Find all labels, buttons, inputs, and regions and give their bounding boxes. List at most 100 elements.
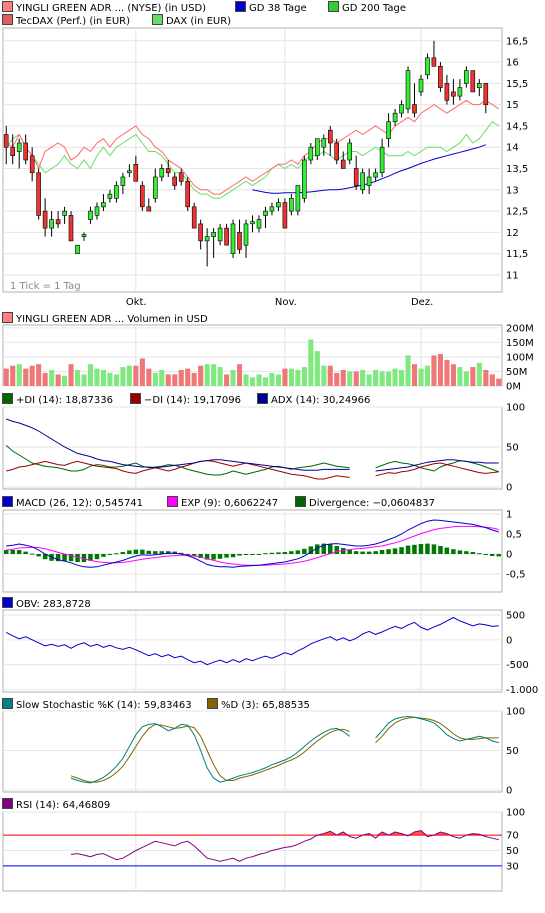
rsi-panel: 100 70 50 30 bbox=[2, 808, 525, 892]
macd-line bbox=[6, 519, 499, 568]
volume-bar bbox=[347, 371, 353, 386]
candle bbox=[133, 155, 139, 182]
volume-bar bbox=[88, 364, 94, 386]
candle bbox=[114, 181, 119, 203]
divergence-bar bbox=[140, 549, 145, 554]
candle bbox=[463, 66, 469, 88]
candle-body bbox=[463, 70, 469, 84]
dmi-series-line bbox=[6, 460, 350, 480]
volume-bar bbox=[444, 359, 450, 386]
divergence-bar bbox=[185, 554, 190, 555]
y-tick-label: 200M bbox=[506, 323, 534, 334]
y-tick-label: 500 bbox=[506, 610, 525, 621]
volume-bar bbox=[250, 377, 256, 386]
volume-bar bbox=[107, 372, 113, 386]
candle bbox=[153, 168, 158, 203]
candle-body bbox=[211, 232, 216, 237]
y-tick-label: -0,5 bbox=[506, 570, 526, 581]
candle bbox=[289, 194, 294, 216]
stoch-k-line bbox=[70, 723, 350, 784]
legend-label: OBV: 283,8728 bbox=[16, 599, 91, 610]
volume-bar bbox=[314, 351, 320, 386]
candle-body bbox=[308, 146, 314, 161]
candle-body bbox=[327, 129, 333, 144]
candle bbox=[10, 134, 15, 165]
y-tick-label: -500 bbox=[506, 660, 529, 671]
legend-label: DAX (in EUR) bbox=[166, 16, 232, 27]
volume-bar bbox=[23, 368, 29, 386]
divergence-bar bbox=[282, 552, 288, 554]
volume-bar bbox=[68, 364, 74, 386]
candle bbox=[250, 215, 255, 233]
candle bbox=[172, 172, 177, 190]
divergence-bar bbox=[366, 551, 372, 554]
candle-body bbox=[470, 70, 476, 93]
volume-bar bbox=[217, 367, 223, 386]
divergence-bar bbox=[438, 546, 443, 554]
volume-bar bbox=[463, 371, 469, 386]
volume-bar bbox=[489, 374, 495, 386]
divergence-bar bbox=[490, 554, 495, 556]
candle-body bbox=[321, 138, 327, 148]
volume-bar bbox=[191, 372, 197, 386]
y-tick-label: -1.000 bbox=[506, 685, 538, 696]
candle-body bbox=[483, 83, 489, 106]
legend-item: YINGLI GREEN ADR ... Volumen in USD bbox=[2, 312, 208, 325]
y-tick-label: 0M bbox=[506, 382, 521, 393]
divergence-bar bbox=[114, 553, 119, 555]
candle-body bbox=[301, 159, 307, 199]
legend-swatch bbox=[2, 798, 13, 809]
candle-body bbox=[101, 202, 106, 208]
candle bbox=[75, 244, 80, 254]
volume-bar bbox=[113, 374, 119, 386]
panel-frame bbox=[2, 811, 503, 892]
volume-bar bbox=[211, 364, 217, 386]
candle-body bbox=[159, 168, 165, 178]
candle bbox=[16, 138, 22, 169]
volume-bar bbox=[16, 364, 22, 386]
divergence-bar bbox=[68, 554, 74, 562]
candle-body bbox=[94, 206, 100, 216]
legend-swatch bbox=[2, 597, 13, 608]
divergence-bar bbox=[276, 552, 281, 554]
divergence-bar bbox=[243, 554, 249, 555]
candle bbox=[269, 202, 275, 216]
candle-body bbox=[451, 91, 456, 97]
y-tick-label: 50 bbox=[506, 443, 519, 454]
divergence-bar bbox=[464, 551, 469, 554]
candle bbox=[204, 228, 210, 267]
candle bbox=[230, 219, 236, 258]
volume-bar bbox=[360, 370, 366, 386]
legend-item: TecDAX (Perf.) (in EUR) bbox=[2, 14, 130, 27]
candle bbox=[476, 79, 482, 97]
legend-item: RSI (14): 64,46809 bbox=[2, 798, 110, 811]
candle bbox=[418, 74, 424, 97]
divergence-bar bbox=[256, 554, 262, 555]
rsi-overbought-fill bbox=[375, 832, 383, 836]
stoch-d-line bbox=[70, 723, 350, 783]
legend-label: YINGLI GREEN ADR ... Volumen in USD bbox=[16, 314, 208, 325]
candle bbox=[347, 138, 353, 165]
volume-bar bbox=[288, 368, 294, 386]
divergence-bar bbox=[153, 551, 158, 554]
volume-bar bbox=[496, 378, 502, 386]
candle-body bbox=[120, 176, 126, 186]
tick-annotation: 1 Tick = 1 Tag bbox=[10, 281, 81, 292]
y-tick-label: 12,5 bbox=[506, 207, 528, 218]
legend-swatch bbox=[207, 698, 218, 709]
candle-body bbox=[457, 87, 463, 97]
candle-body bbox=[198, 223, 203, 242]
volume-bar bbox=[405, 355, 411, 386]
divergence-bar bbox=[224, 554, 229, 558]
volume-bar bbox=[353, 371, 359, 386]
legend-label: −DI (14): 19,17096 bbox=[144, 395, 241, 406]
divergence-bar bbox=[217, 554, 223, 559]
volume-bar bbox=[424, 365, 430, 386]
candle-body bbox=[360, 172, 366, 191]
divergence-bar bbox=[418, 544, 424, 554]
legend-item: −DI (14): 19,17096 bbox=[130, 393, 241, 406]
candle-body bbox=[405, 70, 411, 110]
divergence-bar bbox=[412, 544, 417, 554]
candle-body bbox=[23, 142, 29, 161]
candle bbox=[3, 125, 9, 165]
